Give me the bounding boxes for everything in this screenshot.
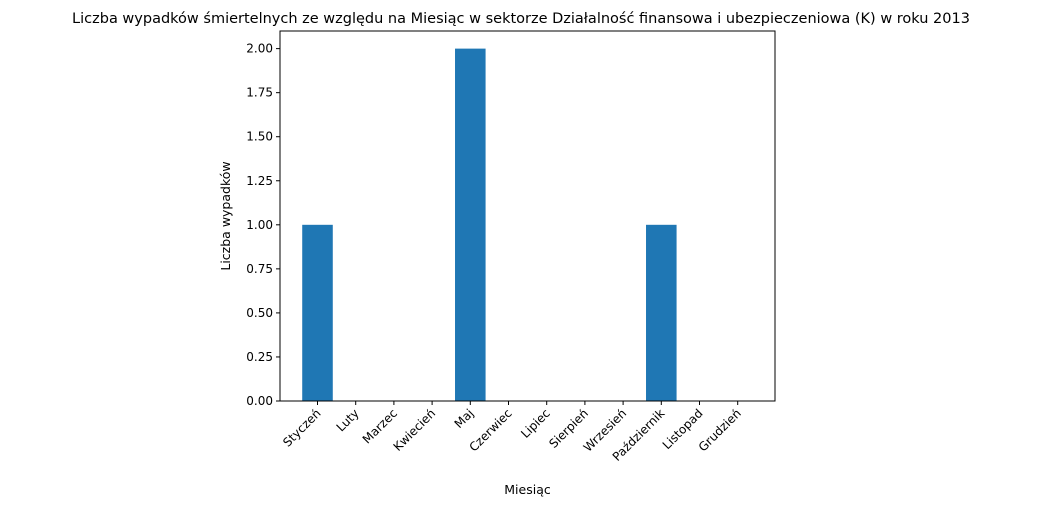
- x-tick-label: Luty: [334, 406, 362, 434]
- bar-październik: [646, 224, 677, 401]
- y-axis-label: Liczba wypadków: [218, 161, 233, 270]
- y-tick-label: 1.00: [246, 218, 273, 232]
- y-tick-label: 0.50: [246, 306, 273, 320]
- y-tick-label: 1.25: [246, 174, 273, 188]
- x-tick-label: Kwiecień: [391, 406, 439, 454]
- bar-maj: [455, 48, 486, 402]
- y-tick-label: 1.50: [246, 130, 273, 144]
- y-tick-label: 0.75: [246, 262, 273, 276]
- x-axis-label: Miesiąc: [504, 482, 551, 497]
- y-tick-label: 1.75: [246, 86, 273, 100]
- y-tick-label: 2.00: [246, 42, 273, 56]
- y-tick-label: 0.00: [246, 394, 273, 408]
- x-tick-label: Styczeń: [280, 406, 323, 449]
- bars-layer: [302, 48, 677, 402]
- chart-title: Liczba wypadków śmiertelnych ze względu …: [72, 11, 970, 27]
- plot-frame: [279, 30, 776, 402]
- y-axis: 0.00 0.25 0.50 0.75 1.00 1.25 1.50 1.75 2.00: [246, 42, 280, 408]
- x-tick-label: Lipiec: [518, 406, 553, 441]
- y-tick-label: 0.25: [246, 350, 273, 364]
- bar-styczeń: [302, 224, 333, 401]
- x-tick-label: Maj: [452, 406, 477, 431]
